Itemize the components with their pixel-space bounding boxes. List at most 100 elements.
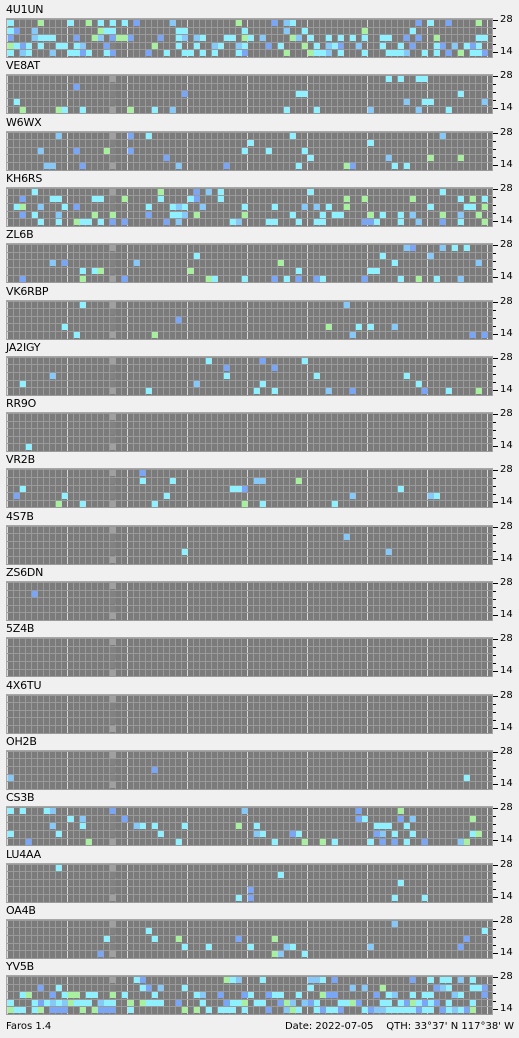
grid-divider: [427, 413, 428, 452]
grid-divider: [241, 131, 242, 170]
grid-divider: [337, 807, 338, 846]
activity-cell: [254, 388, 260, 395]
grid-divider: [139, 919, 140, 958]
grid-divider: [19, 131, 20, 170]
grid-divider: [265, 131, 266, 170]
grid-divider: [283, 863, 284, 902]
grid-divider: [379, 244, 380, 283]
grid-divider: [175, 413, 176, 452]
grid-divider: [421, 187, 422, 226]
grid-divider: [253, 750, 254, 789]
current-time-marker: [110, 598, 116, 605]
activity-cell: [482, 992, 488, 999]
activity-cell: [56, 42, 62, 49]
grid-divider: [151, 413, 152, 452]
grid-divider: [211, 976, 212, 1015]
grid-divider: [349, 75, 350, 114]
grid-divider: [283, 75, 284, 114]
grid-divider: [409, 582, 410, 620]
activity-cell: [470, 1007, 476, 1014]
station-callsign: ZL6B: [6, 228, 34, 242]
grid-divider: [37, 75, 38, 114]
grid-divider: [55, 187, 56, 226]
activity-cell: [344, 999, 350, 1006]
activity-cell: [446, 50, 452, 57]
grid-divider: [421, 356, 422, 395]
grid-divider: [13, 750, 14, 789]
grid-divider: [487, 131, 488, 170]
activity-cell: [8, 808, 14, 815]
grid-divider: [43, 356, 44, 395]
grid-divider: [175, 582, 176, 620]
activity-cell: [128, 35, 134, 42]
grid-divider: [7, 582, 8, 620]
grid-divider: [397, 19, 398, 57]
grid-divider: [91, 19, 92, 57]
grid-divider: [313, 187, 314, 226]
grid-divider: [319, 300, 320, 339]
activity-cell: [446, 999, 452, 1006]
grid-divider: [427, 638, 428, 677]
grid-divider: [25, 75, 26, 114]
grid-divider: [265, 75, 266, 114]
grid-divider: [7, 822, 492, 824]
grid-divider: [319, 413, 320, 452]
grid-divider: [427, 131, 428, 170]
activity-cell: [296, 1007, 302, 1014]
grid-divider: [49, 976, 50, 1015]
grid-divider: [217, 300, 218, 339]
grid-divider: [31, 75, 32, 114]
activity-cell: [14, 204, 20, 211]
grid-divider: [19, 300, 20, 339]
grid-divider: [241, 582, 242, 620]
activity-cell: [386, 823, 392, 830]
activity-cell: [374, 823, 380, 830]
current-time-marker: [110, 718, 116, 725]
propagation-grid: [6, 693, 493, 734]
grid-divider: [121, 638, 122, 677]
grid-divider: [385, 863, 386, 902]
activity-cell: [194, 188, 200, 195]
activity-cell: [416, 106, 422, 113]
grid-divider: [37, 582, 38, 620]
activity-cell: [110, 35, 116, 42]
grid-divider: [97, 469, 98, 508]
activity-cell: [122, 20, 128, 26]
activity-cell: [62, 204, 68, 211]
grid-divider: [163, 976, 164, 1015]
grid-divider: [343, 863, 344, 902]
activity-cell: [416, 275, 422, 282]
grid-divider: [187, 244, 188, 283]
activity-cell: [434, 50, 440, 57]
grid-divider: [7, 203, 492, 205]
grid-divider: [151, 19, 152, 57]
grid-divider: [211, 469, 212, 508]
grid-divider: [295, 582, 296, 620]
grid-divider: [271, 356, 272, 395]
axis-label-bottom: 14: [500, 721, 513, 733]
current-time-marker: [110, 669, 116, 676]
grid-divider: [235, 750, 236, 789]
activity-cell: [194, 211, 200, 218]
grid-divider: [379, 469, 380, 508]
activity-cell: [404, 823, 410, 830]
activity-cell: [122, 992, 128, 999]
current-time-marker: [110, 838, 116, 845]
grid-divider: [325, 244, 326, 283]
activity-cell: [182, 823, 188, 830]
activity-cell: [20, 204, 26, 211]
grid-divider: [439, 863, 440, 902]
grid-divider: [421, 525, 422, 564]
activity-cell: [260, 380, 266, 387]
activity-cell: [260, 830, 266, 837]
current-time-marker: [110, 639, 116, 646]
grid-divider: [475, 244, 476, 283]
grid-divider: [139, 75, 140, 114]
activity-cell: [398, 42, 404, 49]
grid-divider: [367, 244, 368, 283]
grid-divider: [445, 356, 446, 395]
grid-divider: [481, 131, 482, 170]
activity-cell: [404, 35, 410, 42]
grid-divider: [433, 638, 434, 677]
activity-cell: [308, 977, 314, 984]
